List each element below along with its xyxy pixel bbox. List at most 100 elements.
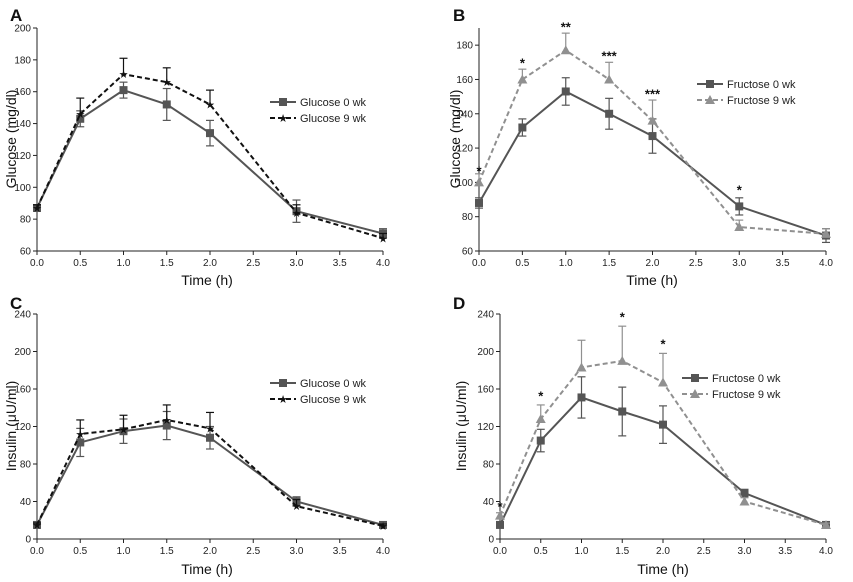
data-point-star: ★: [75, 108, 85, 121]
x-tick-label: 2.0: [203, 546, 217, 557]
legend-label: Fructose 0 wk: [712, 373, 781, 385]
data-point-square: [659, 420, 667, 429]
y-tick-label: 80: [20, 215, 32, 226]
data-point-star: ★: [75, 428, 85, 441]
y-tick-label: 240: [14, 310, 31, 321]
data-point-square: [577, 393, 586, 402]
panel-a-legend-item-0: Glucose 0 wk: [270, 97, 367, 109]
data-point-square: [119, 427, 128, 436]
data-point-square: [206, 433, 214, 442]
panel-d-legend-item-1: Fructose 9 wk: [682, 389, 781, 401]
x-tick-label: 1.5: [602, 258, 616, 269]
panel-b-y-axis-title: Glucose (mg/dl): [447, 90, 463, 189]
data-point-square: [162, 421, 171, 430]
y-tick-label: 200: [477, 347, 494, 358]
series-line-0: [36, 89, 384, 235]
y-tick-label: 160: [14, 87, 31, 98]
legend-label: Fructose 9 wk: [727, 95, 796, 107]
significance-label: *: [737, 182, 743, 197]
y-tick-label: 60: [462, 247, 474, 258]
panel-a-y-axis-title: Glucose (mg/dl): [3, 90, 19, 189]
x-tick-label: 3.5: [333, 546, 347, 557]
panel-b-ticks: 0.0 0.5 1.0 1.5 2.0 2.5 3.0 3.5 4.0 60 80 100 120 140…: [456, 41, 833, 269]
significance-label: *: [620, 310, 626, 325]
data-point-triangle: [821, 228, 831, 238]
data-point-star: ★: [378, 520, 388, 533]
x-tick-label: 3.0: [738, 546, 752, 557]
panel-b-legend-item-0: Fructose 0 wk: [697, 79, 796, 91]
panel-d-plot-area: * * * *: [495, 310, 831, 529]
data-point-square: [536, 436, 545, 445]
significance-label: *: [497, 499, 503, 514]
panel-b-legend-item-1: Fructose 9 wk: [697, 95, 796, 107]
data-point-square: [648, 132, 657, 141]
x-tick-label: 1.0: [559, 258, 573, 269]
y-tick-label: 180: [14, 55, 31, 66]
panel-d-legend: Fructose 0 wk Fructose 9 wk: [682, 373, 781, 401]
data-point-square: [561, 87, 570, 96]
y-tick-label: 60: [20, 247, 32, 258]
data-point-triangle: [647, 115, 658, 125]
x-tick-label: 3.5: [778, 546, 792, 557]
y-tick-label: 180: [456, 41, 473, 52]
panel-c-ticks: 0.0 0.5 1.0 1.5 2.0 2.5 3.0 3.5 4.0 0 40 80 120 160 20…: [14, 310, 390, 558]
x-tick-label: 0.5: [73, 258, 87, 269]
y-tick-label: 100: [14, 183, 31, 194]
panel-a-legend-item-1: ★ Glucose 9 wk: [270, 112, 367, 125]
panel-b-glucose-chart: B Time (h) Glucose (mg/dl) 0.0 0.5 1.0 1.5 2…: [447, 6, 833, 288]
legend-label: Fructose 9 wk: [712, 389, 781, 401]
y-tick-label: 140: [14, 119, 31, 130]
panel-b-letter: B: [453, 6, 465, 25]
panel-a-x-axis-title: Time (h): [181, 272, 233, 288]
significance-label: *: [660, 337, 666, 352]
significance-label: ***: [602, 49, 618, 64]
significance-label: *: [476, 164, 482, 179]
x-tick-label: 2.5: [246, 258, 260, 269]
data-point-star: ★: [162, 76, 172, 89]
data-point-star: ★: [292, 207, 302, 220]
legend-star-marker: ★: [278, 393, 288, 406]
panel-c-letter: C: [10, 294, 22, 313]
data-point-triangle: [495, 510, 505, 520]
panel-d-ticks: 0.0 0.5 1.0 1.5 2.0 2.5 3.0 3.5 4.0 0 40 80 120 160 20…: [477, 310, 833, 558]
data-point-square: [119, 86, 128, 95]
y-tick-label: 0: [25, 535, 31, 546]
panel-a-letter: A: [10, 6, 22, 25]
y-tick-label: 0: [488, 535, 494, 546]
significance-label: **: [561, 19, 572, 34]
data-point-triangle: [535, 414, 546, 423]
y-tick-label: 80: [483, 460, 495, 471]
data-point-square: [496, 520, 504, 529]
y-tick-label: 80: [462, 212, 474, 223]
x-tick-label: 0.0: [472, 258, 486, 269]
panel-c-x-axis-title: Time (h): [181, 561, 233, 577]
x-tick-label: 2.0: [656, 546, 670, 557]
legend-square-marker: [706, 80, 714, 88]
x-tick-label: 4.0: [819, 258, 833, 269]
legend-square-marker: [279, 379, 287, 387]
legend-label: Fructose 0 wk: [727, 79, 796, 91]
x-tick-label: 1.5: [160, 546, 174, 557]
x-tick-label: 0.5: [73, 546, 87, 557]
significance-label: *: [520, 55, 526, 70]
x-tick-label: 1.0: [117, 258, 131, 269]
panel-c-legend-item-0: Glucose 0 wk: [270, 378, 367, 390]
panel-d-letter: D: [453, 294, 465, 313]
data-point-square: [76, 114, 85, 123]
y-tick-label: 140: [456, 109, 473, 120]
panel-c-y-axis-title: Insulin (μU/ml): [3, 381, 19, 472]
legend-triangle-marker: [705, 95, 715, 104]
panel-d-insulin-chart: D Time (h) Insulin (μU/ml) 0.0 0.5 1.0 1.5 2…: [453, 294, 833, 577]
panel-c-plot-area: ★ ★ ★ ★ ★ ★ ★: [32, 404, 388, 533]
y-tick-label: 160: [477, 385, 494, 396]
panel-d-x-axis-title: Time (h): [637, 561, 689, 577]
data-point-square: [475, 198, 483, 207]
panel-b-x-axis-title: Time (h): [626, 272, 678, 288]
x-tick-label: 4.0: [376, 546, 390, 557]
data-point-square: [740, 489, 749, 498]
panel-a-legend: Glucose 0 wk ★ Glucose 9 wk: [270, 97, 367, 125]
x-tick-label: 1.0: [117, 546, 131, 557]
y-tick-label: 40: [483, 497, 495, 508]
y-tick-label: 160: [14, 385, 31, 396]
data-point-star: ★: [119, 423, 129, 436]
